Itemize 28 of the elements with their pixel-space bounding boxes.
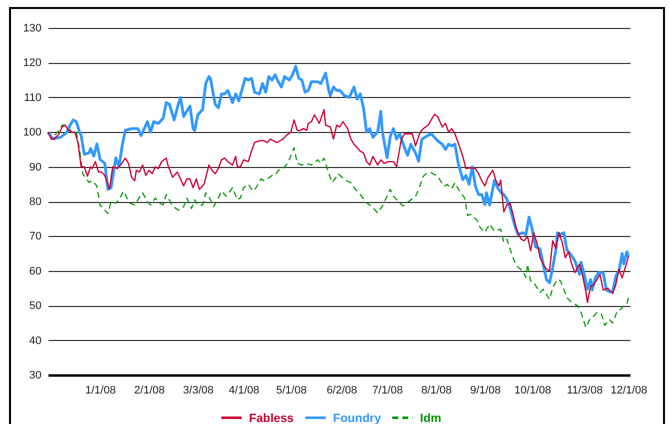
y-tick-label: 120 (23, 57, 42, 70)
y-tick-label: 80 (29, 196, 42, 208)
x-tick-label: 5/1/08 (276, 384, 307, 396)
y-tick-label: 100 (23, 126, 42, 139)
y-tick-label: 50 (29, 300, 42, 312)
x-tick-label: 4/1/08 (228, 384, 260, 396)
x-tick-label: 10/1/08 (514, 384, 552, 396)
legend-label: Fabless (249, 410, 294, 424)
x-tick-label: 9/1/08 (470, 384, 501, 396)
x-tick-label: 12/1/08 (610, 384, 648, 396)
y-tick-label: 90 (29, 161, 42, 174)
legend-label: Idm (420, 410, 442, 424)
x-tick-label: 1/1/08 (85, 384, 116, 396)
line-series (47, 108, 630, 304)
y-tick-label: 40 (29, 334, 42, 347)
y-tick-label: 60 (29, 265, 42, 278)
y-tick-label: 30 (29, 370, 42, 382)
y-tick-label: 70 (29, 230, 42, 243)
y-tick-label: 110 (24, 92, 42, 104)
x-tick-label: 7/1/08 (372, 384, 403, 396)
x-tick-label: 8/1/08 (421, 384, 452, 396)
x-tick-label: 3/3/08 (183, 384, 214, 396)
x-tick-label: 11/3/08 (566, 384, 603, 396)
y-tick-label: 130 (23, 22, 42, 34)
line-series (46, 64, 630, 294)
x-tick-label: 2/1/08 (134, 384, 165, 396)
legend-label: Foundry (333, 410, 382, 424)
x-tick-label: 6/2/08 (326, 384, 358, 396)
